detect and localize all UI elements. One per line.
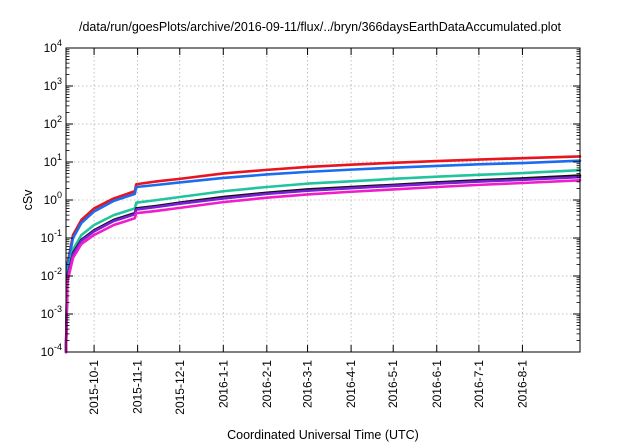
grid bbox=[66, 48, 580, 352]
y-tick-label: 10-3 bbox=[41, 304, 62, 321]
x-tick-label: 2016-1-1 bbox=[216, 360, 230, 408]
series-line bbox=[64, 155, 582, 354]
series-line bbox=[64, 175, 582, 354]
chart-title: /data/run/goesPlots/archive/2016-09-11/f… bbox=[79, 20, 561, 34]
x-tick-label: 2016-8-1 bbox=[515, 360, 529, 408]
x-tick-label: 2016-5-1 bbox=[386, 360, 400, 408]
series-layer bbox=[64, 155, 582, 354]
series-line bbox=[64, 168, 582, 354]
y-tick-label: 100 bbox=[44, 190, 62, 207]
ticks: 10-4 10-3 10-2 10-1 100 101 102 103 104 2015-10-1… bbox=[41, 38, 580, 415]
x-tick-label: 2015-11-1 bbox=[131, 360, 145, 414]
series-line bbox=[64, 159, 582, 354]
y-tick-label: 103 bbox=[44, 76, 62, 93]
series-line bbox=[64, 179, 582, 354]
y-tick-label: 104 bbox=[44, 38, 62, 55]
y-tick-label: 10-4 bbox=[41, 342, 62, 359]
x-tick-label: 2015-12-1 bbox=[173, 360, 187, 415]
x-tick-label: 2016-3-1 bbox=[301, 360, 315, 408]
x-tick-label: 2016-4-1 bbox=[344, 360, 358, 408]
x-tick-label: 2016-2-1 bbox=[260, 360, 274, 408]
x-axis-label: Coordinated Universal Time (UTC) bbox=[227, 428, 419, 442]
y-axis-label: cSv bbox=[21, 189, 35, 211]
x-tick-label: 2016-7-1 bbox=[472, 360, 486, 408]
x-tick-label: 2015-10-1 bbox=[87, 360, 101, 415]
y-tick-label: 10-1 bbox=[41, 228, 62, 245]
x-tick-label: 2016-6-1 bbox=[430, 360, 444, 408]
y-tick-label: 101 bbox=[44, 152, 62, 169]
y-tick-label: 10-2 bbox=[41, 266, 62, 283]
y-tick-label: 102 bbox=[44, 114, 62, 131]
